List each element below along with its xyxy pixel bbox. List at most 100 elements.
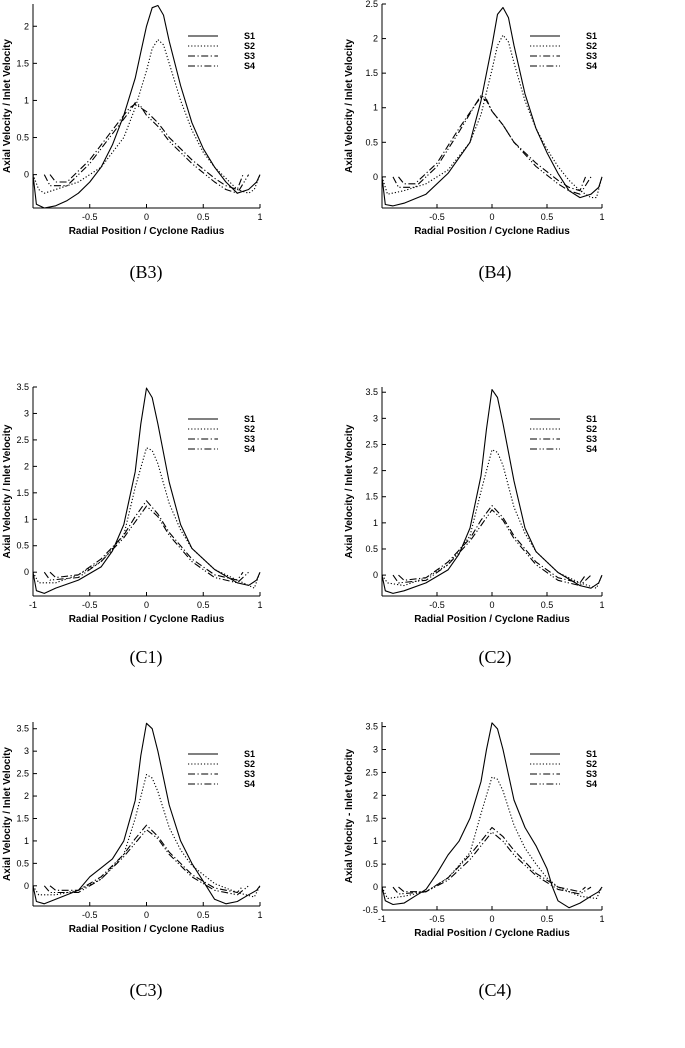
y-tick-label: 3.5: [365, 722, 378, 732]
y-axis-title: Axial Velocity / Inlet Velocity: [2, 39, 13, 173]
x-tick-label: 0.5: [541, 212, 554, 222]
y-tick-label: 2: [373, 790, 378, 800]
x-tick-label: 1: [257, 910, 262, 920]
legend-label-s3: S3: [244, 434, 255, 444]
series-line-s4: [43, 505, 249, 584]
caption-c2: (C2): [478, 647, 512, 667]
series-line-s2: [32, 773, 261, 898]
x-axis-title: Radial Position / Cyclone Radius: [414, 226, 570, 237]
y-tick-label: 1: [373, 103, 378, 113]
series-line-s3: [398, 505, 586, 584]
y-tick-label: 0: [24, 881, 29, 891]
x-tick-label: 0: [489, 914, 494, 924]
x-axis-title: Radial Position / Cyclone Radius: [69, 614, 225, 625]
series-line-s1: [32, 387, 261, 594]
x-tick-label: 1: [257, 600, 262, 610]
series-line-s2: [381, 776, 603, 900]
y-tick-label: 0.5: [365, 137, 378, 147]
series-line-s2: [381, 449, 603, 589]
x-tick-label: 0.5: [197, 600, 210, 610]
series-line-s4: [392, 509, 592, 587]
x-tick-label: 0: [489, 600, 494, 610]
x-tick-label: -0.5: [82, 600, 98, 610]
panel-c4: -0.5 0 0.5 1 1.5 2 2.5 3 3.5 -1 -0.5 0 0.5 1 Radial Po…: [342, 714, 684, 1048]
y-tick-label: 1: [373, 836, 378, 846]
panel-c3: 0 0.5 1 1.5 2 2.5 3 3.5 -0.5 0 0.5 1 Radial Position…: [0, 714, 342, 1048]
x-tick-label: -0.5: [82, 212, 98, 222]
y-tick-label: 0.5: [365, 859, 378, 869]
x-axis-title: Radial Position / Cyclone Radius: [414, 928, 570, 939]
y-tick-label: 3.5: [16, 382, 29, 392]
x-tick-label: -0.5: [82, 910, 98, 920]
legend-label-s1: S1: [244, 749, 255, 759]
figure: 0 0.5 1 1.5 2 -0.5 0 0.5 1 Radial Position / Cycl…: [0, 0, 684, 1000]
legend-label-s4: S4: [586, 61, 597, 71]
y-tick-label: 3: [24, 746, 29, 756]
y-tick-label: 1.5: [16, 488, 29, 498]
y-tick-label: 0: [373, 172, 378, 182]
chart-c2: 0 0.5 1 1.5 2 2.5 3 3.5 -0.5 0 0.5 1 Radial Position…: [344, 387, 605, 625]
y-tick-label: 0: [373, 570, 378, 580]
series-line-s1: [32, 4, 261, 209]
y-tick-label: 1.5: [16, 58, 29, 68]
series-line-s3: [49, 500, 244, 581]
x-tick-label: 0.5: [541, 914, 554, 924]
panel-c2: 0 0.5 1 1.5 2 2.5 3 3.5 -0.5 0 0.5 1 Radial Position…: [342, 379, 684, 713]
series-line-s3: [398, 826, 586, 893]
panel-b3: 0 0.5 1 1.5 2 -0.5 0 0.5 1 Radial Position / Cycl…: [0, 0, 342, 334]
y-tick-label: 0.5: [16, 541, 29, 551]
caption-b3: (B3): [129, 262, 163, 282]
y-tick-label: 1: [373, 518, 378, 528]
x-tick-label: 0.5: [197, 910, 210, 920]
chart-c1: 0 0.5 1 1.5 2 2.5 3 3.5 -1 -0.5 0 0.5 1 Radial Positi…: [2, 382, 263, 625]
legend-label-s3: S3: [586, 51, 597, 61]
y-tick-label: 2.5: [365, 0, 378, 9]
x-axis-title: Radial Position / Cyclone Radius: [69, 226, 225, 237]
x-tick-label: -1: [29, 600, 37, 610]
y-tick-label: 2: [373, 466, 378, 476]
series-line-s3: [49, 824, 244, 894]
y-axis-title: Axial Velocity / Inlet Velocity: [2, 424, 13, 558]
x-axis-title: Radial Position / Cyclone Radius: [69, 924, 225, 935]
legend-label-s4: S4: [586, 444, 597, 454]
legend-label-s4: S4: [586, 779, 597, 789]
y-tick-label: 1.5: [365, 492, 378, 502]
legend-label-s3: S3: [244, 769, 255, 779]
x-tick-label: 1: [599, 914, 604, 924]
x-tick-label: 0: [144, 910, 149, 920]
series-line-s2: [381, 34, 603, 199]
y-tick-label: 3: [24, 408, 29, 418]
y-tick-label: 1.5: [16, 813, 29, 823]
series-line-s2: [32, 447, 261, 589]
y-tick-label: 1: [24, 514, 29, 524]
legend-label-s2: S2: [586, 759, 597, 769]
y-tick-label: 3.5: [16, 724, 29, 734]
y-tick-label: 2.5: [365, 439, 378, 449]
legend-label-s1: S1: [244, 31, 255, 41]
legend-label-s4: S4: [244, 61, 255, 71]
x-tick-label: 1: [599, 212, 604, 222]
y-tick-label: 2.5: [16, 769, 29, 779]
legend-label-s2: S2: [586, 41, 597, 51]
series-line-s1: [381, 6, 603, 207]
y-tick-label: 3.5: [365, 387, 378, 397]
y-axis-title: Axial Velocity / Inlet Velocity: [344, 424, 355, 558]
series-line-s3: [49, 103, 244, 191]
y-tick-label: 1: [24, 95, 29, 105]
series-line-s4: [392, 94, 592, 195]
legend-label-s4: S4: [244, 779, 255, 789]
caption-c1: (C1): [129, 647, 163, 667]
y-axis-title: Axial Velocity / Inlet Velocity: [2, 747, 13, 881]
legend-label-s2: S2: [244, 759, 255, 769]
legend-label-s1: S1: [586, 749, 597, 759]
y-tick-label: 0.5: [365, 544, 378, 554]
y-tick-label: 1: [24, 836, 29, 846]
y-tick-label: 2.5: [16, 435, 29, 445]
panel-c1: 0 0.5 1 1.5 2 2.5 3 3.5 -1 -0.5 0 0.5 1 Radial Positi…: [0, 379, 342, 713]
y-tick-label: 1.5: [365, 68, 378, 78]
x-tick-label: 0.5: [197, 212, 210, 222]
y-tick-label: 2: [24, 791, 29, 801]
y-tick-label: 0.5: [16, 133, 29, 143]
legend-label-s1: S1: [586, 414, 597, 424]
y-tick-label: 3: [373, 413, 378, 423]
